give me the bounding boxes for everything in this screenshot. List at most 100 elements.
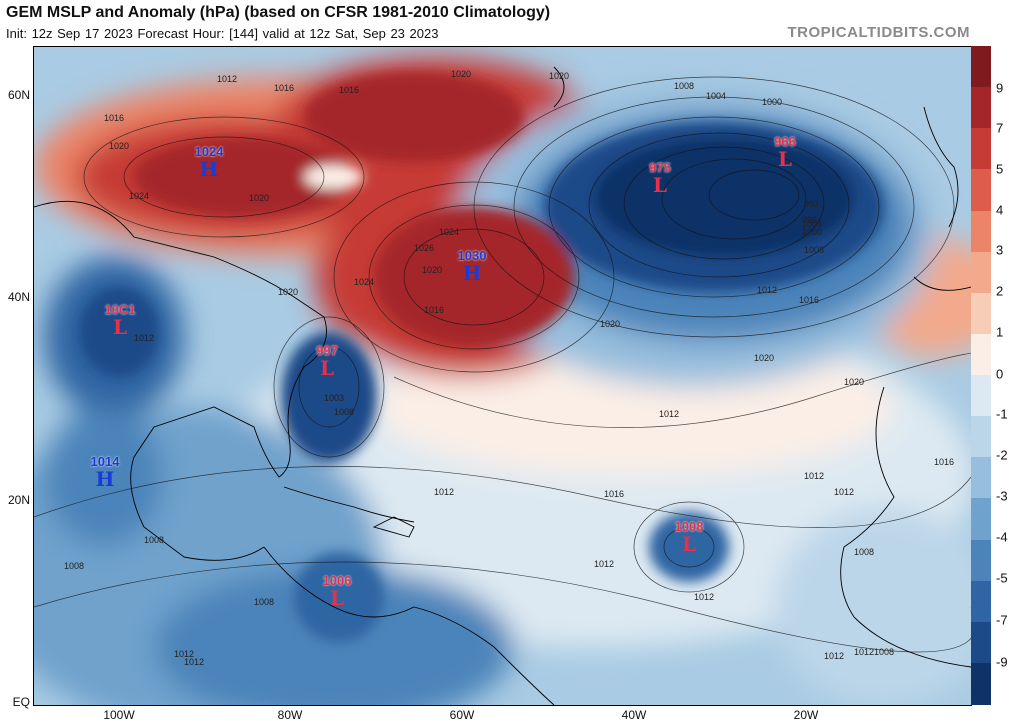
colorbar-tick-label: 3 xyxy=(996,242,1004,258)
anomaly-shading xyxy=(34,57,971,705)
colorbar-tick-label: 0 xyxy=(996,366,1004,382)
longitude-label: 60W xyxy=(449,708,475,722)
anomaly-field xyxy=(34,47,971,705)
pressure-letter: L xyxy=(112,315,128,339)
colorbar-tick-label: -9 xyxy=(996,654,1008,670)
map-area: 1024 H 1030 H 975 L 966 L 10C1 L 997 L 1014 H 1008 L 100… xyxy=(33,46,972,706)
colorbar-segment xyxy=(971,292,991,335)
low-pressure-center: 10C1 L xyxy=(95,302,145,339)
pressure-letter: L xyxy=(777,147,793,171)
isobar-label: 1026 xyxy=(414,243,435,253)
isobar-label: 1016 xyxy=(934,457,955,467)
colorbar-segment xyxy=(971,416,991,458)
isobar-label: 1012 xyxy=(594,559,615,569)
colorbar-segment xyxy=(971,333,991,376)
isobars xyxy=(34,76,971,653)
coastlines xyxy=(34,66,971,705)
isobar-label: 1016 xyxy=(424,305,445,315)
pressure-letter: L xyxy=(329,586,345,610)
colorbar-segment xyxy=(971,210,991,253)
colorbar-tick-label: -2 xyxy=(996,447,1008,463)
isobar-label: 1024 xyxy=(439,227,460,237)
isobar-label: 1012 xyxy=(174,649,195,659)
longitude-label: 100W xyxy=(103,708,135,722)
isobar-label: 1016 xyxy=(604,489,625,499)
isobar-label: 1012 xyxy=(804,471,825,481)
colorbar-segment xyxy=(971,128,991,170)
colorbar-segment xyxy=(971,498,991,540)
isobar-label: 1012 xyxy=(184,657,205,667)
colorbar-tick-label: -1 xyxy=(996,406,1008,422)
isobar-label: 992 xyxy=(804,199,820,209)
pressure-value: 1008 xyxy=(674,519,704,534)
isobar-label: 1012 xyxy=(854,647,875,657)
isobar-label: 1003 xyxy=(324,393,345,403)
isobar-label: 1012 xyxy=(694,592,715,602)
colorbar-tick-label: -7 xyxy=(996,612,1008,628)
colorbar-tick-label: -3 xyxy=(996,488,1008,504)
isobar-label: 1020 xyxy=(451,69,472,79)
isobar-label: 1016 xyxy=(799,295,820,305)
isobar-label: 1016 xyxy=(104,113,125,123)
colorbar-segment xyxy=(971,46,991,88)
low-pressure-center: 966 L xyxy=(760,134,810,171)
map-subtitle: Init: 12z Sep 17 2023 Forecast Hour: [14… xyxy=(6,26,439,41)
colorbar-segment xyxy=(971,662,991,705)
pressure-letter: L xyxy=(681,532,697,556)
isobar-label: 1008 xyxy=(804,245,825,255)
isobar-label: 1020 xyxy=(109,141,130,151)
pressure-letter: L xyxy=(319,356,335,380)
isobar-label: 1008 xyxy=(144,535,165,545)
colorbar-segment xyxy=(971,251,991,294)
latitude-label: 40N xyxy=(7,290,30,304)
pressure-letter: L xyxy=(652,173,668,197)
pressure-value: 1006 xyxy=(322,573,352,588)
latitude-label: EQ xyxy=(12,695,30,709)
low-pressure-center: 1008 L xyxy=(664,519,714,556)
isobar-label: 1008 xyxy=(874,647,895,657)
low-pressure-center: 975 L xyxy=(635,160,685,197)
isobar-label: 1000 xyxy=(762,97,783,107)
isobar-label: 1012 xyxy=(134,333,155,343)
isobar-label: 1008 xyxy=(674,81,695,91)
colorbar-tick-label: 7 xyxy=(996,120,1004,136)
colorbar-tick-label: -5 xyxy=(996,570,1008,586)
colorbar-tick-label: 2 xyxy=(996,283,1004,299)
colorbar-tick-label: -4 xyxy=(996,529,1008,545)
isobar-label: 1004 xyxy=(706,91,727,101)
latitude-label: 60N xyxy=(7,88,30,102)
high-pressure-center: 1030 H xyxy=(447,249,497,285)
colorbar xyxy=(971,46,991,705)
colorbar-segment xyxy=(971,87,991,129)
isobar-label: 1024 xyxy=(354,277,375,287)
isobar-label: 1020 xyxy=(422,265,443,275)
pressure-letter: H xyxy=(95,467,115,491)
colorbar-segment xyxy=(971,169,991,211)
isobar-label: 1008 xyxy=(334,407,355,417)
isobar-label: 1012 xyxy=(434,487,455,497)
isobar-label: 1008 xyxy=(254,597,275,607)
low-pressure-center: 1006 L xyxy=(312,573,362,610)
isobar-label: 1012 xyxy=(757,285,778,295)
map-title: GEM MSLP and Anomaly (hPa) (based on CFS… xyxy=(6,4,551,21)
longitude-label: 20W xyxy=(793,708,819,722)
colorbar-tick-label: 1 xyxy=(996,324,1004,340)
pressure-letter: H xyxy=(462,261,482,285)
isobar-label: 1020 xyxy=(549,71,570,81)
isobar-label: 1016 xyxy=(339,85,360,95)
isobar-label: 1016 xyxy=(274,83,295,93)
anomaly-cores xyxy=(79,72,884,642)
source-credit: TROPICALTIDBITS.COM xyxy=(787,24,970,41)
pressure-value: 966 xyxy=(774,134,796,149)
colorbar-tick-label: 5 xyxy=(996,161,1004,177)
isobar-label: 1008 xyxy=(854,547,875,557)
isobar-label: 1008 xyxy=(64,561,85,571)
pressure-value: 10C1 xyxy=(104,302,136,317)
isobar-label: 1020 xyxy=(600,319,621,329)
isobar-label: 996 xyxy=(802,215,818,225)
pressure-value: 1024 xyxy=(194,144,224,159)
colorbar-segment xyxy=(971,621,991,664)
pressure-value: 975 xyxy=(649,160,671,175)
colorbar-segment xyxy=(971,539,991,582)
low-pressure-center: 997 L xyxy=(302,344,352,380)
